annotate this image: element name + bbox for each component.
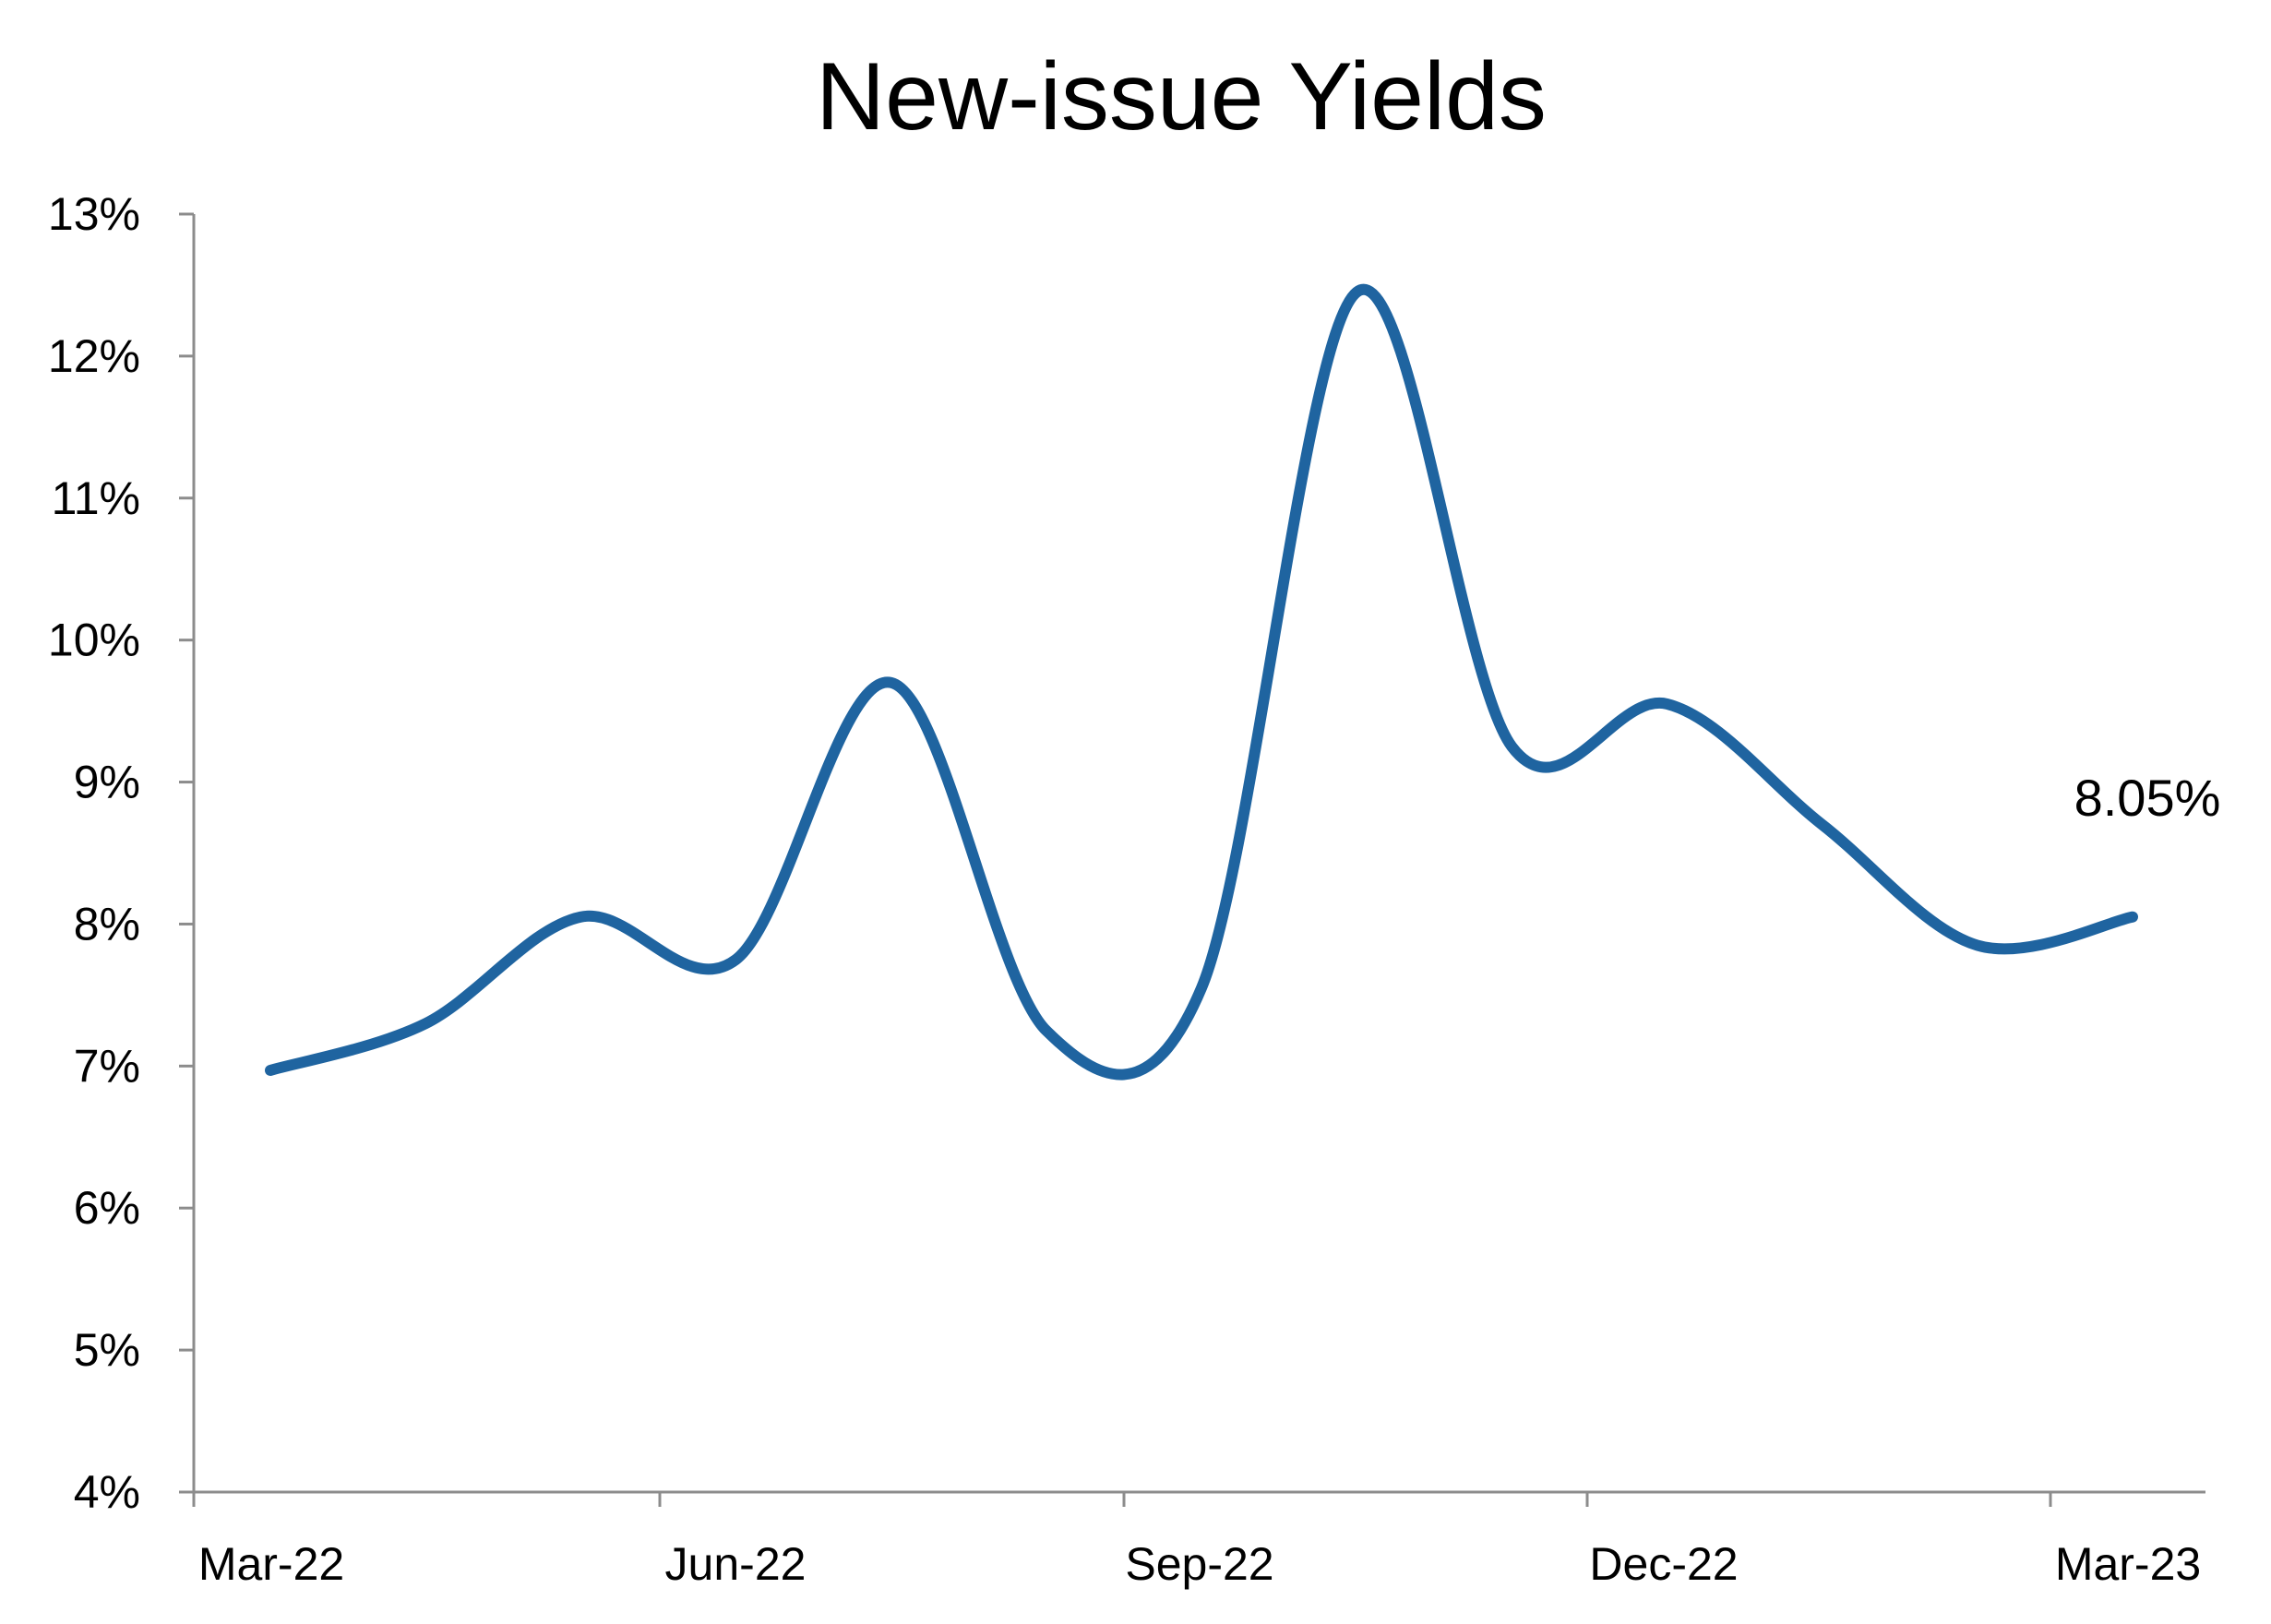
x-tick-label: Dec-22 (1589, 1538, 1738, 1590)
y-tick-label: 4% (74, 1466, 140, 1518)
chart-title: New-issue Yields (816, 43, 1547, 150)
y-tick-label: 13% (48, 188, 140, 240)
series-line (265, 283, 2138, 1081)
y-tick-label: 10% (48, 615, 140, 666)
axes: 4% 5% 6% 7% 8% 9% 10% 11% 12% 13% Mar-22 Jun-22 Sep-… (48, 188, 2205, 1590)
y-tick-label: 8% (74, 898, 140, 949)
x-tick-label: Mar-22 (198, 1538, 344, 1590)
x-tick-label: Mar-23 (2055, 1538, 2201, 1590)
last-value-label: 8.05% (2074, 769, 2221, 827)
y-tick-label: 6% (74, 1182, 140, 1234)
series-layer (265, 283, 2138, 1081)
x-tick-label: Sep-22 (1125, 1538, 1273, 1590)
y-tick-label: 5% (74, 1324, 140, 1376)
annotation-layer: 8.05% (2074, 769, 2221, 827)
y-tick-label: 12% (48, 330, 140, 382)
y-tick-label: 11% (52, 472, 140, 524)
y-tick-label: 7% (74, 1040, 140, 1092)
y-tick-label: 9% (74, 757, 140, 808)
x-tick-label: Jun-22 (665, 1538, 807, 1590)
